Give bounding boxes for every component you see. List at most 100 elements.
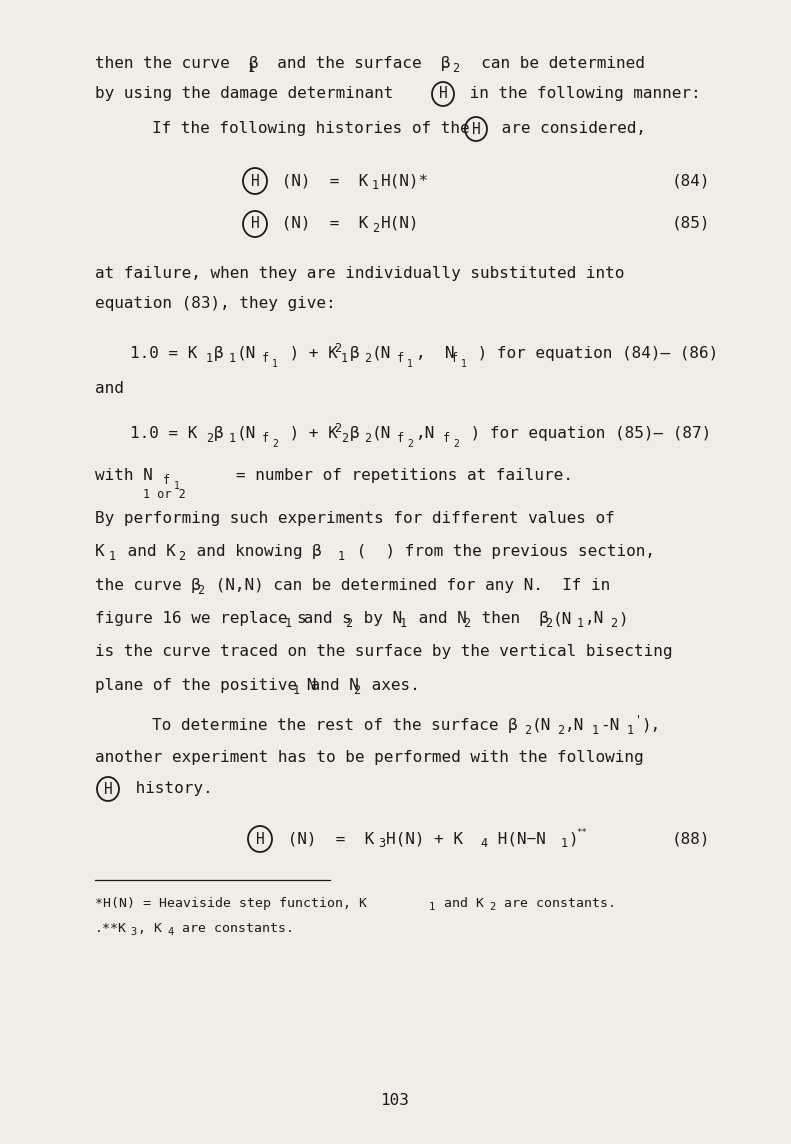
Text: (N,N) can be determined for any N.  If in: (N,N) can be determined for any N. If in [206,578,610,593]
Text: 2: 2 [610,617,617,630]
Text: (N: (N [237,426,256,440]
Text: and knowing β: and knowing β [187,545,322,559]
Text: (N)  =  K: (N) = K [272,216,369,231]
Text: 1: 1 [429,901,435,912]
Text: f: f [163,474,170,487]
Text: .**K: .**K [95,922,127,935]
Text: ) + K: ) + K [280,345,338,362]
Text: 103: 103 [380,1093,410,1109]
Text: 1.0 = K: 1.0 = K [130,345,198,362]
Text: 2: 2 [334,342,341,355]
Text: and N: and N [409,611,467,626]
Text: 1: 1 [248,62,255,76]
Text: ,N: ,N [416,426,435,440]
Text: 1: 1 [627,724,634,737]
Text: (84): (84) [672,173,710,188]
Text: by using the damage determinant: by using the damage determinant [95,86,403,101]
Text: β: β [214,345,224,362]
Text: , K: , K [138,922,162,935]
Text: β: β [350,345,360,362]
Text: 2: 2 [524,724,531,737]
Text: can be determined: can be determined [462,56,645,71]
Text: and K: and K [118,545,176,559]
Text: (85): (85) [672,216,710,231]
Text: ,N: ,N [565,718,585,733]
Text: (N: (N [372,426,392,440]
Text: f: f [262,432,269,445]
Text: By performing such experiments for different values of: By performing such experiments for diffe… [95,511,615,526]
Text: 1: 1 [341,352,348,365]
Text: (N: (N [237,345,256,362]
Text: and s: and s [294,611,352,626]
Text: plane of the positive N: plane of the positive N [95,678,316,693]
Text: 2: 2 [272,439,278,448]
Text: then the curve  β: then the curve β [95,56,259,71]
Text: ': ' [635,714,642,726]
Text: and N: and N [301,678,359,693]
Text: 1: 1 [338,550,345,563]
Text: ,  N: , N [416,345,455,362]
Text: 1: 1 [229,352,237,365]
Text: 3: 3 [130,927,136,937]
Text: another experiment has to be performed with the following: another experiment has to be performed w… [95,750,644,765]
Text: are considered,: are considered, [492,121,646,136]
Text: 2: 2 [407,439,413,448]
Text: = number of repetitions at failure.: = number of repetitions at failure. [236,468,573,483]
Text: 2: 2 [197,583,204,597]
Text: 4: 4 [480,837,487,850]
Text: f: f [397,432,404,445]
Text: (  ) from the previous section,: ( ) from the previous section, [347,545,655,559]
Text: (N)  =  K: (N) = K [272,173,369,188]
Text: with N: with N [95,468,153,483]
Text: 2: 2 [341,432,348,445]
Text: -N: -N [600,718,619,733]
Text: 1 or 2: 1 or 2 [143,488,186,501]
Text: ),: ), [641,718,660,733]
Text: *H(N) = Heaviside step function, K: *H(N) = Heaviside step function, K [95,897,367,909]
Text: **: ** [576,828,587,837]
Text: 2: 2 [345,617,352,630]
Text: (N)  =  K: (N) = K [278,831,374,847]
Text: f: f [443,432,450,445]
Text: H(N) + K: H(N) + K [386,831,463,847]
Text: and the surface  β: and the surface β [258,56,451,71]
Text: figure 16 we replace s: figure 16 we replace s [95,611,307,626]
Text: (N: (N [532,718,551,733]
Text: 2: 2 [453,439,459,448]
Text: H(N): H(N) [381,216,419,231]
Text: 2: 2 [557,724,564,737]
Text: 1.0 = K: 1.0 = K [130,426,198,440]
Text: (N: (N [372,345,392,362]
Text: H: H [471,121,480,136]
Text: To determine the rest of the surface β: To determine the rest of the surface β [152,718,518,733]
Text: H: H [255,832,264,847]
Text: f: f [262,352,269,365]
Text: then  β: then β [472,611,549,626]
Text: 1: 1 [561,837,568,850]
Text: are constants.: are constants. [496,897,616,909]
Text: H(N)*: H(N)* [381,173,430,188]
Text: If the following histories of the: If the following histories of the [152,121,479,136]
Text: H: H [251,216,259,231]
Text: f: f [451,352,458,365]
Text: β: β [214,426,224,440]
Text: 2: 2 [178,550,185,563]
Text: and K: and K [436,897,484,909]
Text: 2: 2 [364,432,371,445]
Text: ) + K: ) + K [280,426,338,440]
Text: H(N−N: H(N−N [488,831,546,847]
Text: 1: 1 [109,550,116,563]
Text: H: H [251,174,259,189]
Text: 2: 2 [206,432,213,445]
Text: are constants.: are constants. [174,922,294,935]
Text: (88): (88) [672,831,710,847]
Text: 2: 2 [353,684,360,697]
Text: by N: by N [354,611,402,626]
Text: 3: 3 [378,837,385,850]
Text: 1: 1 [285,617,292,630]
Text: 1: 1 [272,359,278,370]
Text: 2: 2 [545,617,552,630]
Text: and: and [95,381,124,396]
Text: H: H [439,87,448,102]
Text: ) for equation (84)– (86): ) for equation (84)– (86) [468,345,718,362]
